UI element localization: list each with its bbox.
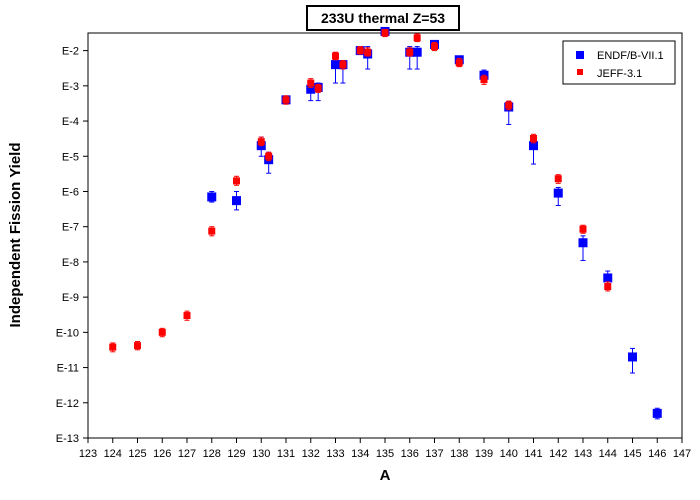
x-tick-label: 146 [648,448,666,460]
data-point-endf [232,196,241,206]
data-point-jeff [604,283,612,291]
data-point-jeff [183,312,191,320]
x-tick-label: 145 [623,448,641,460]
x-tick-label: 123 [79,448,97,460]
legend: ENDF/B-VII.1 JEFF-3.1 [562,40,676,85]
data-point-jeff [134,342,141,350]
data-point-endf [603,273,613,283]
y-tick-label: E-9 [62,292,79,304]
x-tick-label: 135 [376,448,394,460]
x-tick-label: 143 [574,448,592,460]
data-point-endf [207,192,217,202]
x-tick-label: 144 [599,448,617,460]
data-point-jeff [208,227,216,235]
x-tick-label: 132 [302,448,320,460]
y-tick-label: E-6 [62,186,79,198]
y-tick-label: E-7 [62,222,79,234]
x-tick-label: 129 [227,448,245,460]
data-point-jeff [307,79,315,87]
x-tick-label: 147 [673,448,691,460]
x-tick-label: 125 [128,448,146,460]
legend-label-endf: ENDF/B-VII.1 [597,50,664,62]
x-tick-label: 140 [500,448,518,460]
x-tick-label: 142 [549,448,567,460]
y-axis-title: Independent Fission Yield [7,142,24,327]
data-point-jeff [364,48,372,56]
data-point-jeff [339,61,347,69]
x-tick-label: 124 [104,448,122,460]
x-tick-label: 134 [351,448,369,460]
y-tick-label: E-12 [56,398,79,410]
x-tick-label: 128 [203,448,221,460]
x-tick-label: 139 [475,448,493,460]
x-tick-label: 127 [178,448,196,460]
data-point-endf [628,352,637,362]
legend-marker-endf [576,51,584,59]
y-tick-label: E-8 [62,257,79,269]
legend-marker-jeff [577,69,583,75]
legend-box [562,40,676,85]
data-point-endf [578,238,588,248]
data-point-endf [412,47,422,57]
data-point-jeff [332,52,339,60]
data-marks [109,26,662,420]
y-tick-label: E-4 [62,116,79,128]
x-tick-label: 137 [425,448,443,460]
data-point-endf [652,408,662,418]
data-point-jeff [480,76,488,84]
data-point-jeff [530,134,537,142]
y-tick-label: E-2 [62,46,79,58]
data-point-jeff [406,48,414,56]
data-point-jeff [233,177,240,185]
data-point-jeff [381,29,389,37]
chart-title: 233U thermal Z=53 [321,10,445,26]
data-point-jeff [282,96,290,104]
x-axis-title: A [380,467,391,484]
data-point-jeff [257,138,265,146]
x-tick-label: 130 [252,448,270,460]
data-point-jeff [413,34,421,42]
y-tick-label: E-5 [62,151,79,163]
data-point-jeff [455,59,463,67]
x-tick-label: 136 [401,448,419,460]
axis-ticks: 123 124 125 126 127 128 129 130 131 132 133 134 135 1… [56,46,691,460]
data-point-jeff [109,343,117,351]
data-point-jeff [265,152,273,160]
x-tick-label: 131 [277,448,295,460]
data-point-jeff [431,43,438,51]
data-point-endf [331,60,340,70]
y-tick-label: E-3 [62,81,79,93]
x-tick-label: 141 [524,448,542,460]
data-point-jeff [505,101,513,109]
y-tick-label: E-13 [56,433,79,445]
x-tick-label: 138 [450,448,468,460]
data-point-endf [553,188,563,198]
data-point-jeff [356,47,364,55]
y-tick-label: E-11 [57,363,79,375]
y-tick-label: E-10 [56,327,79,339]
data-point-jeff [579,225,587,233]
x-tick-label: 126 [153,448,171,460]
plot-area [87,32,683,439]
data-point-endf [529,141,538,151]
data-point-endf [306,84,316,94]
legend-label-jeff: JEFF-3.1 [597,68,642,80]
data-point-jeff [554,175,562,183]
data-point-jeff [158,328,166,336]
data-point-jeff [314,84,322,92]
x-tick-label: 133 [326,448,344,460]
